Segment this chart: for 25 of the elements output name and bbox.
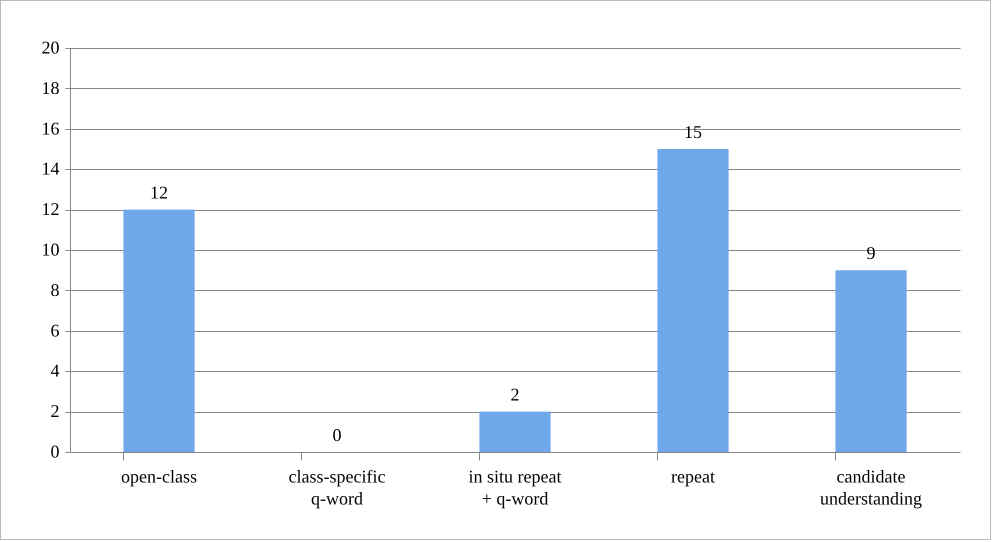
data-label: 15 bbox=[684, 122, 702, 142]
y-tick-label: 10 bbox=[42, 240, 60, 260]
y-tick-label: 2 bbox=[50, 401, 60, 422]
bar bbox=[479, 412, 551, 452]
y-tick-label: 6 bbox=[50, 320, 60, 340]
y-tick-label: 16 bbox=[42, 118, 60, 138]
y-tick-label: 14 bbox=[42, 158, 60, 179]
bar bbox=[123, 210, 195, 452]
data-label: 0 bbox=[332, 425, 342, 445]
bar bbox=[657, 149, 729, 452]
y-tick-label: 20 bbox=[42, 38, 60, 58]
y-tick-label: 0 bbox=[50, 442, 60, 462]
bar bbox=[835, 270, 907, 452]
x-tick-label: candidate understanding bbox=[820, 466, 922, 508]
x-tick-label: repeat bbox=[671, 466, 715, 486]
data-label: 2 bbox=[510, 384, 520, 405]
x-tick-label: open-class bbox=[121, 466, 197, 486]
x-tick-label: class-specific q-word bbox=[288, 466, 386, 508]
y-tick-label: 12 bbox=[42, 199, 60, 220]
x-tick-label: in situ repeat + q-word bbox=[468, 466, 562, 508]
y-tick-label: 18 bbox=[42, 78, 60, 98]
data-label: 9 bbox=[866, 243, 876, 264]
y-tick-label: 4 bbox=[50, 360, 60, 381]
y-tick-label: 8 bbox=[50, 280, 60, 300]
data-label: 12 bbox=[150, 182, 168, 203]
